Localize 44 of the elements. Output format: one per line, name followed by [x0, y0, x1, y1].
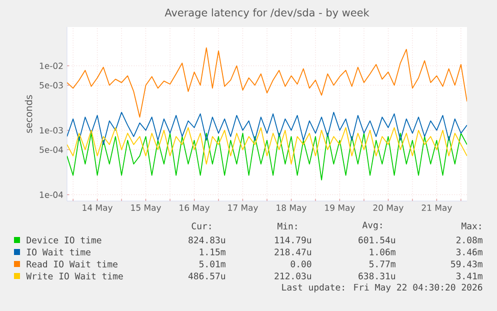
- text: Min:: [278, 222, 297, 230]
- line-series: [67, 112, 468, 146]
- x-tick-label: 15 May: [131, 204, 162, 212]
- text: 218.47u: [274, 248, 312, 256]
- text: 1.06m: [370, 248, 396, 256]
- x-tick-label: 16 May: [180, 204, 210, 213]
- legend-label: Write IO Wait time: [26, 272, 123, 280]
- x-tick-label: 17 May: [228, 204, 258, 212]
- y-tick-label: 1e-03: [40, 127, 63, 134]
- text: 114.79u: [275, 236, 312, 244]
- legend-label: Read IO Wait time: [26, 260, 118, 268]
- x-tick-label: 18 May: [276, 204, 306, 213]
- text: 5.01m: [199, 260, 226, 268]
- legend-label: IO Wait time: [27, 248, 90, 256]
- line-series: [67, 132, 468, 180]
- y-tick-label: 1e-04: [40, 192, 63, 198]
- chart-title: Average latency for /dev/sda - by week: [164, 8, 370, 18]
- y-tick-label: 1e-02: [40, 62, 63, 70]
- legend-label: Device IO time: [26, 236, 102, 244]
- y-tick-label: 5e-04: [40, 146, 63, 153]
- text: 5.77m: [369, 260, 396, 268]
- text: 3.41m: [456, 272, 482, 280]
- text: 486.57u: [188, 272, 226, 280]
- line-series: [67, 47, 468, 118]
- x-tick-label: 14 May: [82, 204, 113, 212]
- x-tick-label: 21 May: [422, 204, 452, 213]
- text: Last update: Fri May 22 04:30:20 2026: [282, 284, 482, 292]
- line-series: [67, 127, 468, 164]
- x-tick-label: 20 May: [373, 204, 404, 213]
- text: 638.31u: [358, 272, 396, 280]
- text: 212.03u: [274, 272, 312, 280]
- x-tick-label: 19 May: [325, 204, 355, 213]
- text: 3.46m: [456, 248, 482, 256]
- text: Cur:: [192, 222, 211, 230]
- y-axis-title: seconds: [24, 95, 32, 133]
- text: 59.43m: [451, 260, 482, 268]
- text: Avg:: [362, 222, 382, 230]
- text: 824.83u: [188, 236, 226, 244]
- text: 0.00: [290, 260, 312, 268]
- text: 1.15m: [200, 248, 226, 256]
- y-tick-label: 5e-03: [40, 82, 63, 88]
- text: 601.54u: [358, 236, 396, 244]
- text: Max:: [462, 222, 481, 230]
- text: 2.08m: [456, 236, 482, 244]
